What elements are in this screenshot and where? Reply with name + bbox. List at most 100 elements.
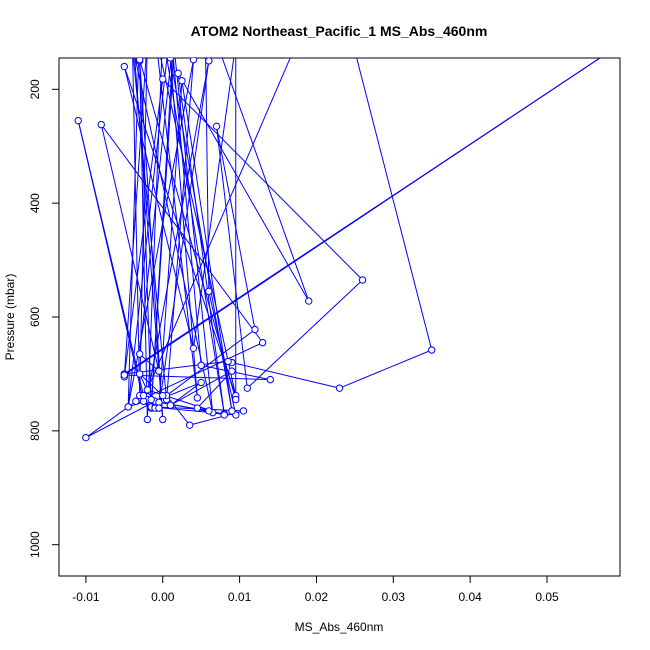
series-segment	[85, 400, 156, 439]
data-point	[155, 367, 163, 375]
data-point	[189, 58, 198, 64]
data-point	[193, 404, 202, 412]
series-segment	[196, 370, 233, 409]
data-point	[205, 287, 213, 296]
series-segment	[170, 370, 233, 406]
data-point	[143, 386, 152, 394]
data-point	[305, 297, 313, 305]
data-point	[136, 18, 142, 24]
data-point	[171, 46, 177, 52]
data-point	[159, 75, 167, 83]
series-segment	[139, 58, 148, 396]
series-segment	[170, 382, 202, 406]
data-point	[197, 378, 205, 387]
series-segment	[221, 58, 310, 302]
data-point	[228, 367, 236, 375]
data-point	[74, 116, 82, 125]
data-point	[124, 403, 132, 411]
series-segment	[124, 374, 271, 381]
y-tick-label: 400	[28, 193, 42, 213]
data-point	[258, 338, 267, 347]
series-segment	[216, 126, 256, 330]
data-point	[174, 69, 182, 78]
data-point	[120, 371, 129, 379]
y-tick-label: 600	[28, 307, 42, 327]
series-segment	[123, 78, 164, 377]
data-point	[205, 407, 213, 415]
chart-title: ATOM2 Northeast_Pacific_1 MS_Abs_460nm	[191, 23, 488, 39]
series-segment	[127, 58, 140, 407]
data-point	[233, 41, 239, 47]
y-tick-label: 1000	[28, 531, 42, 558]
data-point	[428, 346, 436, 354]
data-point	[358, 276, 367, 284]
series-segment	[216, 126, 248, 389]
data-point	[178, 77, 186, 85]
series-segment	[100, 124, 160, 372]
data-point	[243, 384, 251, 392]
data-point	[160, 29, 166, 35]
x-tick-label: 0.02	[305, 590, 329, 604]
series-segment	[356, 58, 433, 351]
data-point	[129, 41, 135, 47]
series-segment	[169, 58, 233, 412]
series-segment	[160, 58, 237, 396]
series-segment	[139, 59, 237, 400]
series-segment	[246, 279, 363, 389]
data-point	[212, 122, 221, 131]
x-axis-label: MS_Abs_460nm	[295, 620, 384, 634]
data-point	[251, 325, 259, 334]
data-point	[132, 397, 140, 405]
y-tick-label: 800	[28, 421, 42, 441]
data-point	[97, 120, 105, 129]
x-tick-label: 0.04	[458, 590, 482, 604]
data-point	[205, 58, 213, 65]
series-segment	[158, 60, 210, 409]
data-point	[197, 361, 205, 370]
series-segment	[201, 364, 271, 381]
data-point	[155, 404, 163, 412]
data-point	[185, 421, 194, 429]
series-segment	[77, 120, 145, 396]
series-segment	[231, 362, 340, 389]
series-segment	[177, 73, 225, 414]
data-point	[143, 415, 152, 424]
data-point	[135, 370, 144, 378]
series-segment	[139, 59, 164, 420]
data-point	[193, 394, 202, 402]
data-point	[139, 391, 148, 400]
x-tick-label: 0.03	[382, 590, 406, 604]
series-segment	[139, 58, 172, 355]
y-tick-label: 200	[28, 79, 42, 99]
series-segment	[124, 58, 601, 376]
series-segment	[169, 58, 198, 398]
x-tick-label: 0.01	[228, 590, 252, 604]
series-segment	[127, 58, 168, 407]
series-segment	[123, 58, 147, 377]
data-point	[335, 384, 344, 392]
series-segment	[123, 66, 194, 349]
x-tick-label: -0.01	[72, 590, 100, 604]
data-point	[144, 35, 150, 41]
series-segment	[139, 353, 160, 372]
series-segment	[139, 373, 164, 396]
series-segment	[174, 58, 214, 413]
series-segment	[146, 58, 291, 391]
data-point	[166, 58, 175, 62]
data-point	[239, 407, 248, 415]
data-point	[224, 357, 232, 366]
series-segment	[172, 58, 202, 366]
x-tick-label: 0.00	[151, 590, 175, 604]
data-point	[202, 6, 208, 12]
data-point	[135, 58, 144, 64]
x-axis: -0.01 0.00 0.01 0.02 0.03 0.04 0.05	[72, 576, 559, 604]
data-point	[167, 23, 173, 29]
series-layer	[74, 6, 611, 442]
data-point	[266, 375, 275, 384]
y-axis-label: Pressure (mbar)	[3, 274, 17, 361]
data-point	[135, 350, 144, 358]
data-point	[605, 49, 611, 55]
data-point	[159, 415, 167, 424]
data-point	[82, 433, 90, 442]
series-segment	[123, 66, 237, 396]
